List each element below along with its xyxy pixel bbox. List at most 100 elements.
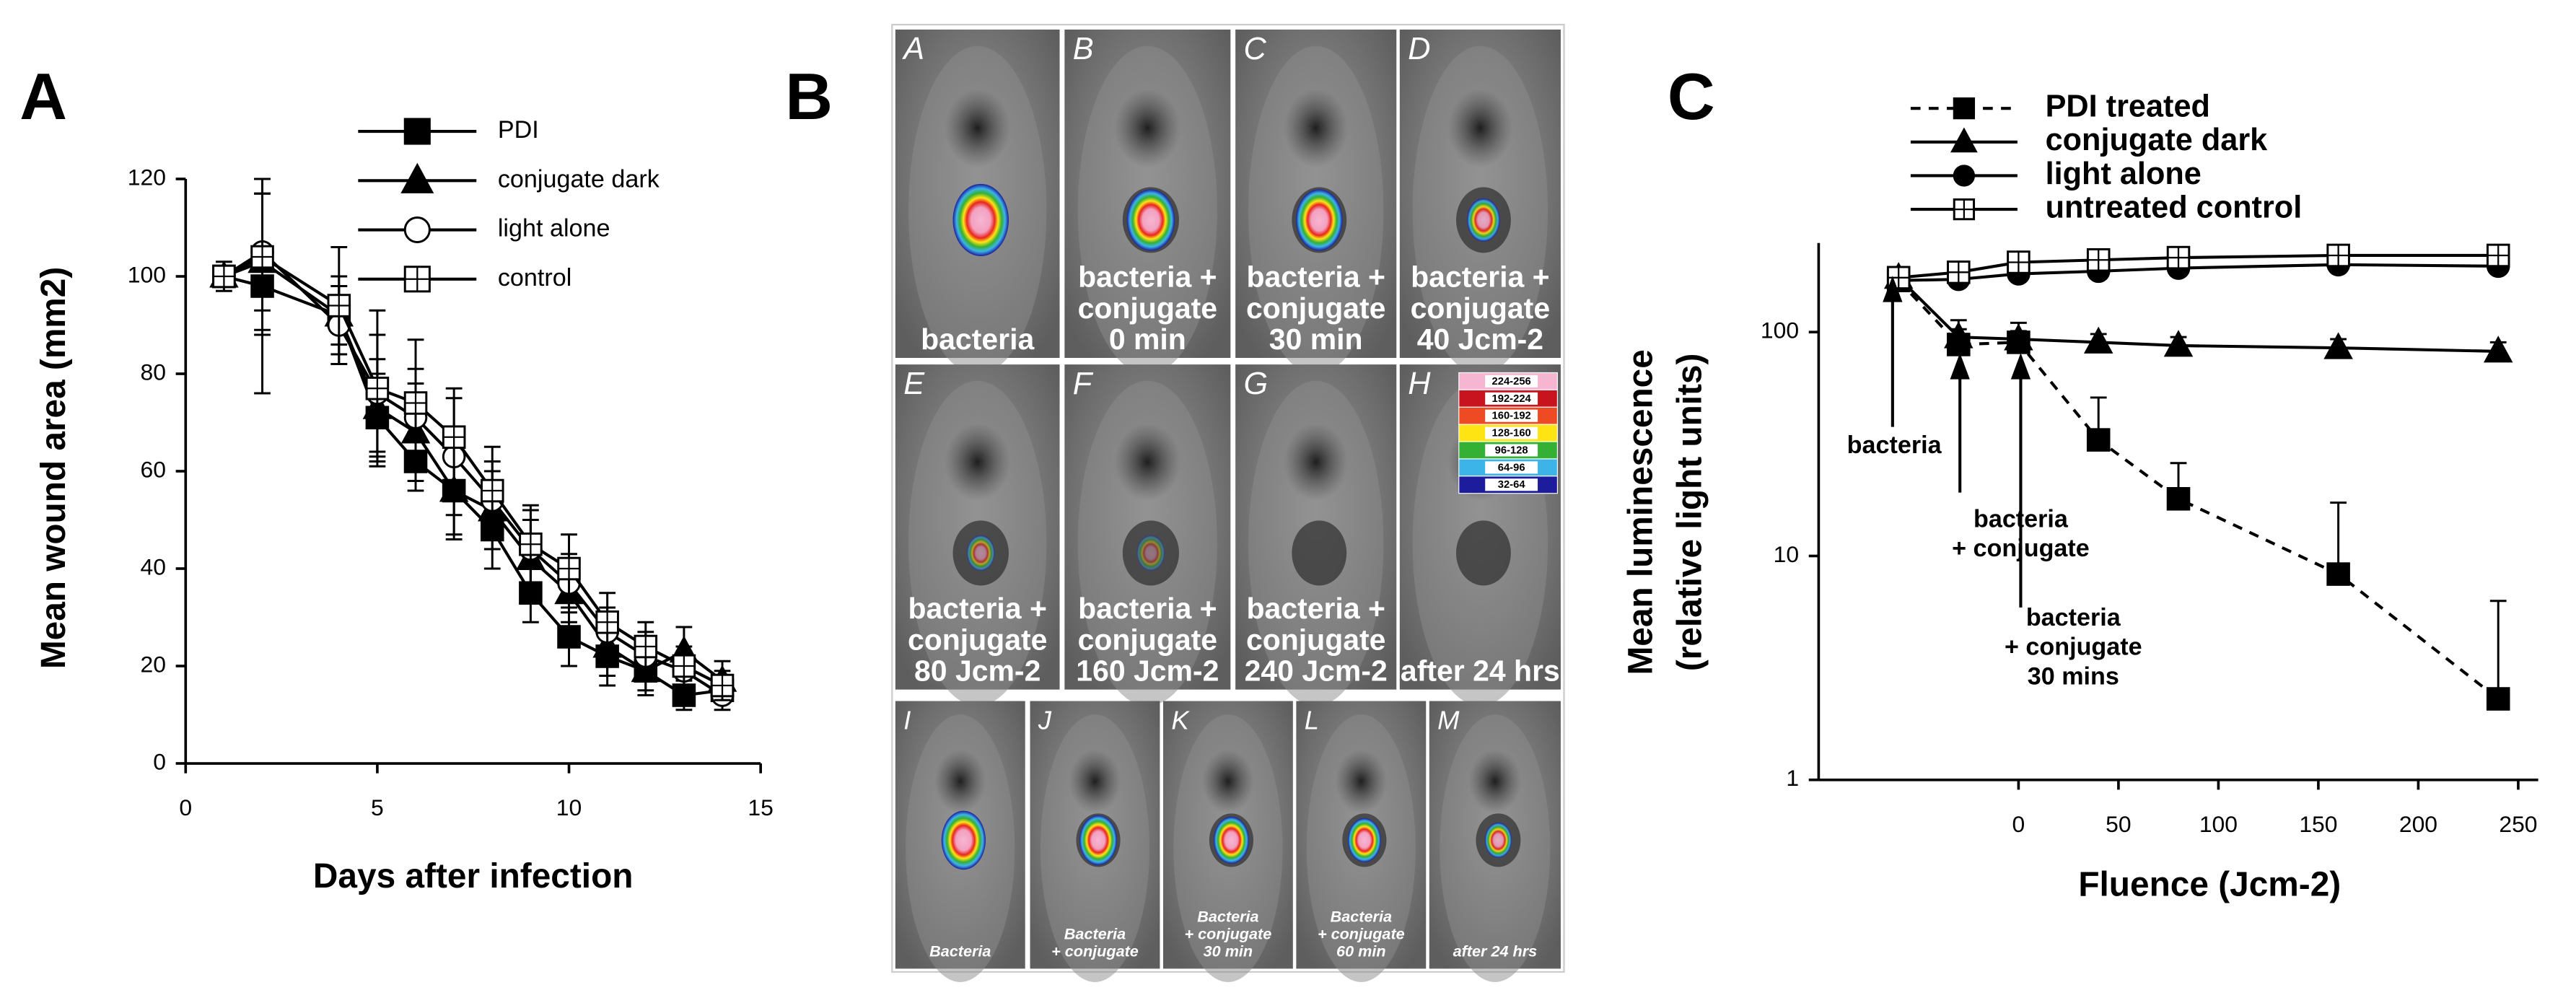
tile-shadow — [1335, 749, 1388, 814]
y-tick-label: 1 — [1786, 765, 1799, 791]
marker-shape — [2086, 428, 2111, 452]
panel-label: C — [1668, 61, 1715, 133]
marker-shape — [400, 162, 434, 193]
error-bar — [2489, 600, 2507, 699]
x-tick-label: 250 — [2499, 811, 2537, 837]
tile-letter: D — [1408, 32, 1430, 66]
y-tick-label: 120 — [128, 164, 166, 190]
marker — [557, 625, 581, 649]
tile-caption: conjugate — [908, 623, 1047, 656]
arrow-head — [1883, 276, 1903, 302]
marker-shape — [2323, 332, 2353, 359]
luminescence — [1467, 198, 1500, 242]
marker — [1950, 127, 1978, 153]
marker — [2166, 245, 2191, 270]
x-tick-label: 150 — [2299, 811, 2337, 837]
marker — [403, 216, 431, 244]
legend-label: conjugate dark — [498, 165, 660, 193]
tile-caption: Bacteria — [1197, 908, 1258, 926]
colorbar-label-box — [1485, 409, 1538, 422]
y-tick-label: 80 — [141, 359, 166, 385]
tile-caption: bacteria + — [908, 592, 1046, 625]
tile-caption: bacteria + — [1078, 260, 1217, 294]
marker-shape — [2004, 323, 2033, 351]
colorbar-label-box — [1485, 426, 1538, 439]
legend-label: PDI treated — [2046, 89, 2210, 124]
tile-caption: after 24 hrs — [1453, 942, 1538, 960]
marker — [403, 118, 431, 145]
tile-caption: Bacteria — [1331, 908, 1392, 926]
tile-caption: + conjugate — [1051, 942, 1139, 960]
x-tick-label: 0 — [179, 794, 192, 820]
y-axis-label: Mean wound area (mm2) — [35, 267, 73, 669]
marker — [365, 376, 390, 400]
marker — [2486, 243, 2510, 268]
legend-label: control — [498, 264, 571, 292]
panel-label: A — [19, 61, 67, 133]
tile-caption: bacteria + — [1411, 260, 1549, 294]
legend-label: light alone — [498, 215, 610, 242]
series-line — [223, 250, 724, 697]
luminescence — [952, 183, 1009, 256]
y-axis-label: Mean luminescence — [1621, 349, 1660, 675]
tile-caption: 0 min — [1109, 323, 1186, 356]
marker-shape — [2083, 326, 2113, 354]
marker — [2086, 248, 2111, 272]
marker-shape — [557, 625, 581, 649]
marker — [2163, 330, 2194, 357]
colorbar-label-box — [1485, 461, 1538, 474]
tile-caption: bacteria + — [1246, 260, 1385, 294]
marker — [2323, 332, 2353, 359]
image-tile — [1064, 364, 1231, 706]
luminescence — [1296, 189, 1343, 251]
marker — [212, 264, 236, 289]
luminescence — [1126, 189, 1175, 251]
y-tick-label: 10 — [1774, 541, 1799, 567]
tile-caption: 40 Jcm-2 — [1417, 323, 1543, 356]
luminescence — [1347, 818, 1381, 862]
y-tick-label: 20 — [141, 651, 166, 677]
image-tile — [1296, 701, 1427, 982]
legend-label: light alone — [2046, 157, 2202, 191]
marker — [2004, 323, 2033, 351]
tile-letter: I — [903, 706, 911, 735]
marker-shape — [2326, 562, 2350, 586]
tile-shadow — [1069, 749, 1121, 814]
marker — [2326, 243, 2350, 268]
y-tick-label: 100 — [1761, 317, 1799, 343]
annotation: bacteria — [2026, 604, 2121, 631]
marker-shape — [403, 118, 431, 145]
marker-shape — [1950, 127, 1978, 153]
colorbar-label: 160-192 — [1492, 411, 1531, 422]
luminescence — [941, 810, 986, 870]
tile-caption: conjugate — [1078, 623, 1217, 656]
image-tile — [895, 364, 1060, 706]
tile-letter: H — [1408, 367, 1431, 401]
marker — [557, 556, 581, 581]
x-tick-label: 50 — [2106, 811, 2131, 837]
image-tile — [895, 701, 1025, 982]
tile-caption: Bacteria — [1064, 925, 1126, 943]
marker — [480, 478, 504, 503]
y-tick-label: 40 — [141, 553, 166, 579]
marker — [400, 162, 434, 193]
tile-letter: J — [1038, 706, 1052, 735]
marker — [634, 634, 658, 659]
marker — [1953, 97, 1976, 120]
tile-shadow — [945, 423, 1011, 501]
colorbar-label-box — [1485, 392, 1538, 405]
image-tile — [1030, 701, 1160, 982]
x-tick-label: 0 — [2012, 811, 2025, 837]
colorbar-label-box — [1485, 444, 1538, 457]
image-tile — [1235, 29, 1397, 374]
marker-shape — [1953, 97, 1976, 120]
tile-letter: L — [1305, 706, 1319, 735]
marker — [2083, 326, 2113, 354]
tile-caption: Bacteria — [929, 942, 991, 960]
annotation: bacteria — [1847, 432, 1942, 459]
legend-label: untreated control — [2046, 190, 2303, 225]
tile-shadow — [1114, 423, 1181, 501]
tile-shadow — [1284, 88, 1349, 168]
legend-label: conjugate dark — [2046, 123, 2269, 157]
